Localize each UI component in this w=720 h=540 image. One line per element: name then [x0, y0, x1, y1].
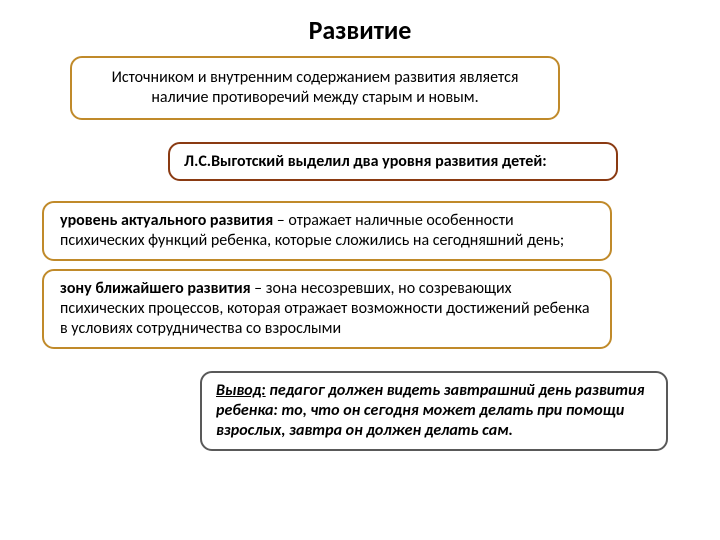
conclusion-box: Вывод: педагог должен видеть завтрашний …	[200, 371, 668, 451]
conclusion-label: Вывод:	[216, 381, 266, 400]
level-actual-term: уровень актуального развития	[60, 211, 273, 230]
definition-box: Источником и внутренним содержанием разв…	[70, 56, 560, 120]
conclusion-text: педагог должен видеть завтрашний день ра…	[216, 381, 644, 440]
level-actual-box: уровень актуального развития – отражает …	[42, 201, 612, 261]
vygotsky-heading-box: Л.С.Выготский выделил два уровня развити…	[168, 142, 618, 181]
zone-proximal-term: зону ближайшего развития	[60, 279, 251, 298]
zone-proximal-box: зону ближайшего развития – зона несозрев…	[42, 269, 612, 349]
page-title: Развитие	[0, 0, 720, 56]
